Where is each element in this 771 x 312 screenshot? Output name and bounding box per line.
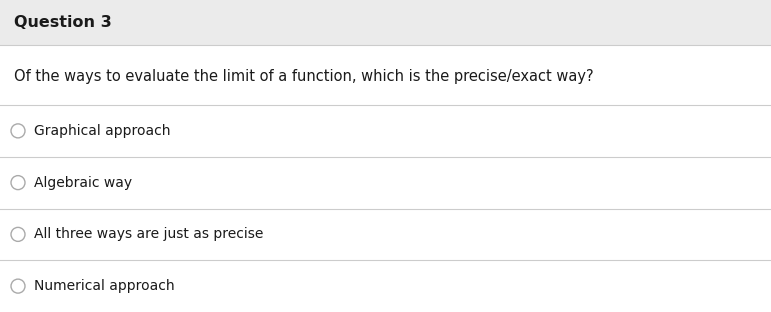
Text: Of the ways to evaluate the limit of a function, which is the precise/exact way?: Of the ways to evaluate the limit of a f… (14, 70, 594, 85)
Text: Numerical approach: Numerical approach (34, 279, 174, 293)
Text: Question 3: Question 3 (14, 15, 112, 30)
Text: Algebraic way: Algebraic way (34, 176, 132, 190)
Text: Graphical approach: Graphical approach (34, 124, 170, 138)
Text: All three ways are just as precise: All three ways are just as precise (34, 227, 264, 241)
Bar (0, 0, 771, 45)
